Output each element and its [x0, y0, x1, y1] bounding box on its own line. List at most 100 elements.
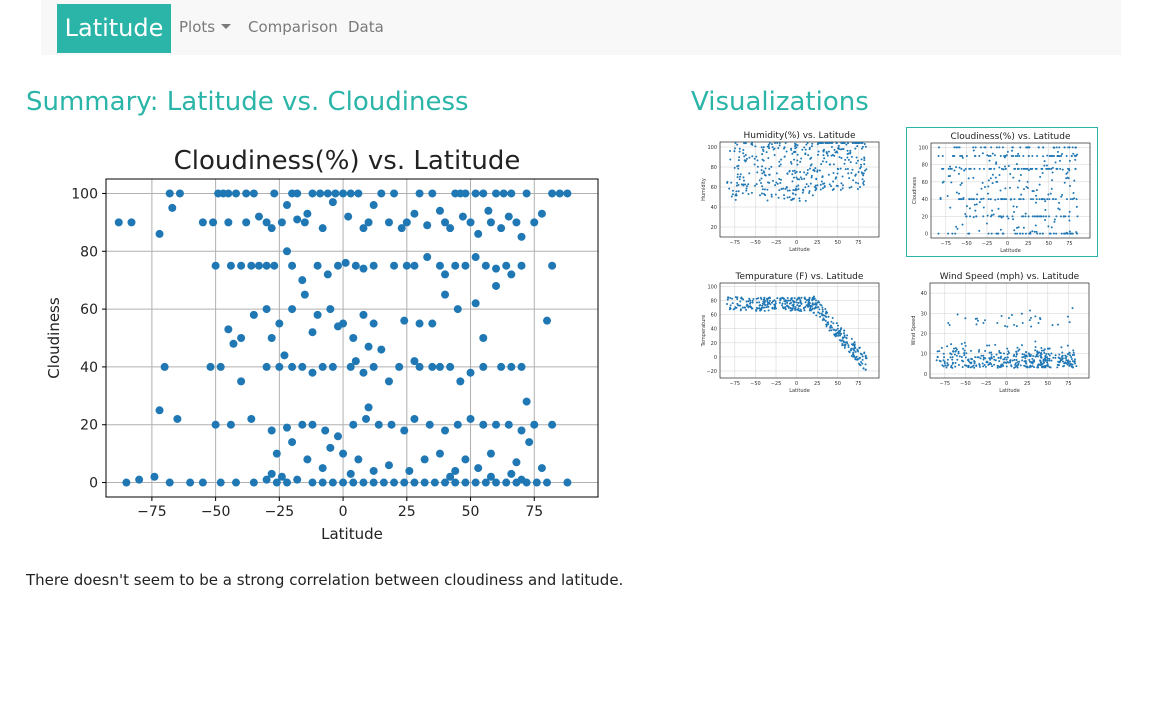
- thumbnail-point: [796, 159, 799, 162]
- thumbnail-point: [767, 157, 770, 160]
- thumbnail-point: [744, 142, 747, 145]
- thumbnail-point: [1066, 353, 1069, 356]
- thumbnail-point: [818, 308, 821, 311]
- thumbnail-y-label: Humidity: [701, 178, 707, 201]
- data-point: [168, 203, 177, 212]
- thumbnail-point: [840, 182, 843, 185]
- thumbnail-point: [1016, 232, 1019, 235]
- thumbnail-point: [1048, 347, 1051, 350]
- thumbnail-point: [758, 304, 761, 307]
- thumbnail-point: [1063, 364, 1066, 367]
- thumbnail-point: [836, 151, 839, 154]
- thumbnail-point: [989, 358, 992, 361]
- thumbnail-point: [821, 308, 824, 311]
- data-point: [525, 438, 534, 447]
- thumbnail-point: [1015, 226, 1018, 229]
- data-point: [486, 472, 495, 481]
- thumbnail-point: [956, 358, 959, 361]
- thumbnail-point: [810, 176, 813, 179]
- thumbnail-point: [1046, 359, 1049, 362]
- thumbnail-point: [1029, 316, 1032, 319]
- thumbnail-point: [1000, 198, 1003, 201]
- data-point: [415, 319, 424, 328]
- thumbnail-point: [815, 303, 818, 306]
- thumbnail-point: [1024, 232, 1027, 235]
- thumbnail-point: [816, 169, 819, 172]
- data-point: [300, 218, 309, 227]
- thumbnail-point: [850, 354, 853, 357]
- thumbnail-point: [764, 167, 767, 170]
- thumbnail-point: [762, 170, 765, 173]
- thumbnail-point: [988, 344, 991, 347]
- thumbnail-point: [836, 184, 839, 187]
- thumbnail-point: [845, 337, 848, 340]
- nav-data-link[interactable]: Data: [348, 18, 384, 36]
- thumbnail-point: [961, 223, 964, 226]
- thumbnail-point: [863, 159, 866, 162]
- thumbnail-point: [745, 157, 748, 160]
- thumbnail-point: [839, 334, 842, 337]
- thumbnail-point: [833, 154, 836, 157]
- thumbnail-point: [1076, 215, 1079, 218]
- thumbnail-point: [1054, 161, 1057, 164]
- thumbnail-point: [1071, 363, 1074, 366]
- data-point: [425, 420, 434, 429]
- thumbnail-temperature[interactable]: Tempurature (F) vs. Latitude −75 −50 −25 0 25…: [696, 268, 888, 398]
- data-point: [522, 189, 531, 198]
- data-point: [390, 478, 399, 487]
- thumbnail-point: [1058, 353, 1061, 356]
- thumbnail-point: [1024, 365, 1027, 368]
- thumbnail-point: [949, 165, 952, 168]
- thumbnail-point: [768, 296, 771, 299]
- thumbnail-point: [1015, 350, 1018, 353]
- thumbnail-point: [1033, 230, 1036, 233]
- data-point: [160, 362, 169, 371]
- thumbnail-point: [810, 145, 813, 148]
- thumbnail-point: [1040, 215, 1043, 218]
- brand-link[interactable]: Latitude: [57, 4, 171, 53]
- data-point: [308, 368, 317, 377]
- thumbnail-point: [778, 142, 781, 144]
- thumbnail-point: [846, 334, 849, 337]
- thumbnail-wind-speed[interactable]: Wind Speed (mph) vs. Latitude −75 −50 −25 0 2…: [906, 268, 1098, 398]
- thumbnail-point: [828, 183, 831, 186]
- thumbnail-point: [970, 357, 973, 360]
- thumbnail-point: [746, 303, 749, 306]
- thumbnail-point: [993, 167, 996, 170]
- thumbnail-point: [1024, 167, 1027, 170]
- thumbnail-point: [1029, 309, 1032, 312]
- thumbnail-point: [777, 147, 780, 150]
- nav-plots-dropdown[interactable]: Plots: [179, 18, 232, 36]
- thumbnail-point: [959, 183, 962, 186]
- thumbnail-point: [983, 363, 986, 366]
- data-point: [405, 466, 414, 475]
- thumbnail-point: [1001, 146, 1004, 149]
- thumbnail-humidity[interactable]: Humidity(%) vs. Latitude −75 −50 −25 0 25 50 75…: [696, 127, 888, 257]
- thumbnail-point: [1075, 205, 1078, 208]
- thumbnail-x-tick-label: 25: [814, 381, 820, 387]
- nav-comparison-link[interactable]: Comparison: [248, 18, 338, 36]
- thumbnail-point: [778, 165, 781, 168]
- thumbnail-point: [841, 187, 844, 190]
- thumbnail-point: [767, 305, 770, 308]
- thumbnail-point: [797, 184, 800, 187]
- thumbnail-point: [834, 333, 837, 336]
- thumbnail-point: [955, 348, 958, 351]
- thumbnail-point: [750, 191, 753, 194]
- thumbnail-point: [830, 142, 833, 144]
- thumbnail-point: [957, 172, 960, 175]
- thumbnail-point: [776, 182, 779, 185]
- thumbnail-point: [773, 306, 776, 309]
- thumbnail-point: [754, 184, 757, 187]
- thumbnail-point: [990, 146, 993, 149]
- thumbnail-point: [734, 306, 737, 309]
- thumbnail-cloudiness[interactable]: Cloudiness(%) vs. Latitude −75 −50 −25 0 25 50…: [906, 127, 1098, 257]
- data-point: [249, 310, 258, 319]
- thumbnail-point: [811, 142, 814, 145]
- thumbnail-point: [1035, 167, 1038, 170]
- thumbnail-title: Tempurature (F) vs. Latitude: [735, 272, 864, 282]
- thumbnail-point: [1061, 354, 1064, 357]
- thumbnail-point: [1036, 154, 1039, 157]
- data-point: [497, 224, 506, 233]
- thumbnail-point: [796, 153, 799, 156]
